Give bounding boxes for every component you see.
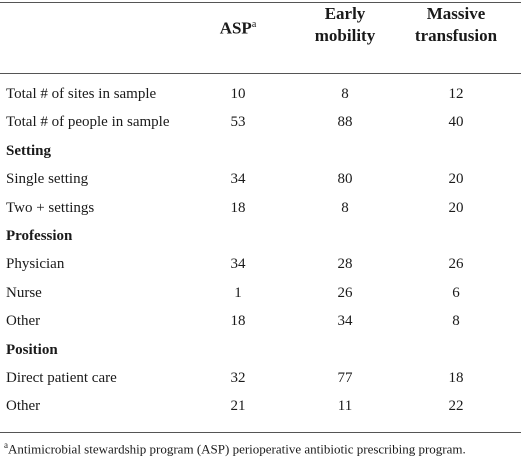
- cell-value: 26: [337, 284, 353, 301]
- cell-value: 77: [337, 370, 353, 386]
- row-label: Nurse: [6, 284, 42, 301]
- cell-value: 34: [230, 171, 246, 188]
- column-header-text: Massive transfusion: [414, 4, 498, 45]
- cell-value: 8: [341, 199, 349, 216]
- section-heading: Profession: [6, 228, 73, 244]
- cell-value: 11: [337, 398, 353, 415]
- cell-value: 18: [448, 370, 464, 386]
- footnote: aAntimicrobial stewardship program (ASP)…: [4, 440, 466, 457]
- cell-value: 32: [230, 370, 246, 386]
- cell-value: 22: [448, 398, 464, 415]
- cell-value: 8: [341, 86, 349, 102]
- footnote-marker: a: [4, 440, 8, 450]
- cell-value: 21: [230, 398, 246, 415]
- row-label: Direct patient care: [6, 370, 117, 386]
- cell-value: 28: [337, 256, 353, 273]
- cell-value: 18: [230, 199, 246, 216]
- column-header: Massive transfusion: [401, 3, 511, 47]
- section-heading: Position: [6, 341, 58, 358]
- column-header-text: Early mobility: [314, 4, 376, 45]
- footnote-text: Antimicrobial stewardship program (ASP) …: [8, 441, 466, 457]
- column-header-text: ASP: [219, 18, 252, 38]
- top-rule: [0, 2, 521, 3]
- cell-value: 10: [230, 86, 246, 102]
- cell-value: 88: [337, 114, 353, 131]
- header-rule: [0, 73, 521, 74]
- row-label: Total # of people in sample: [6, 114, 170, 131]
- cell-value: 8: [452, 313, 460, 330]
- cell-value: 40: [448, 114, 464, 131]
- row-label: Other: [6, 398, 41, 415]
- cell-value: 1: [234, 284, 242, 301]
- cell-value: 53: [230, 114, 246, 131]
- cell-value: 34: [230, 256, 246, 273]
- footnote-marker: a: [251, 19, 257, 30]
- cell-value: 80: [337, 171, 353, 188]
- cell-value: 12: [448, 86, 464, 102]
- row-label: Physician: [6, 256, 65, 273]
- row-label: Two + settings: [6, 199, 95, 216]
- cell-value: 20: [448, 199, 464, 216]
- cell-value: 20: [448, 171, 464, 188]
- cell-value: 18: [230, 313, 246, 330]
- bottom-rule: [0, 432, 521, 433]
- section-heading: Setting: [6, 142, 51, 159]
- row-label: Other: [6, 313, 41, 330]
- cell-value: 34: [337, 313, 353, 330]
- cell-value: 6: [452, 284, 460, 301]
- column-header: Early mobility: [300, 3, 390, 47]
- cell-value: 26: [448, 256, 464, 273]
- column-header: ASPa: [198, 14, 278, 40]
- row-label: Single setting: [6, 171, 89, 188]
- row-label: Total # of sites in sample: [6, 86, 157, 102]
